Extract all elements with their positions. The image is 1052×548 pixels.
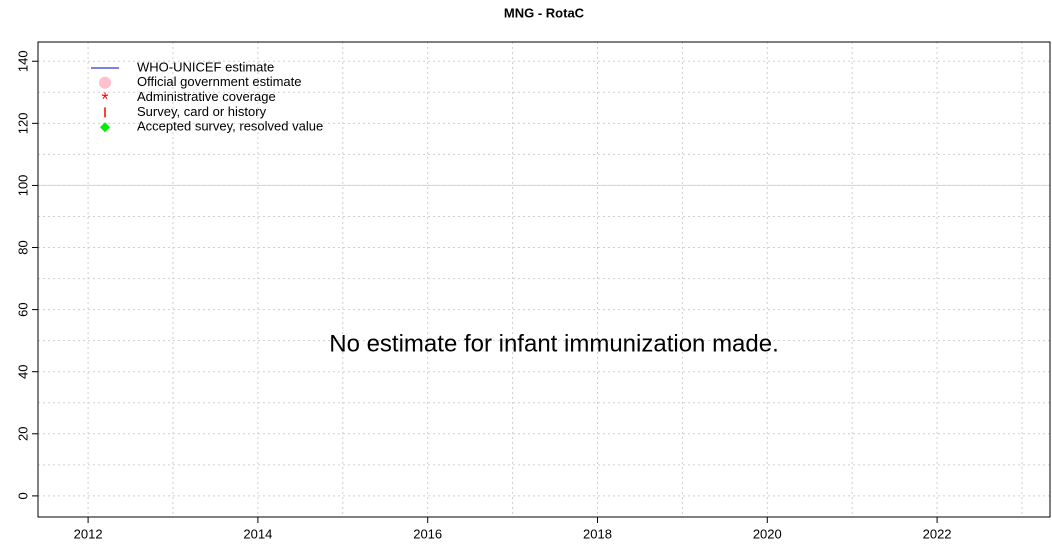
x-tick-label: 2014 [243,526,272,541]
x-tick-label: 2018 [583,526,612,541]
legend-symbol [100,122,110,133]
x-tick-label: 2016 [413,526,442,541]
y-tick-label: 60 [15,302,30,316]
y-tick-label: 100 [15,175,30,197]
legend-label: Administrative coverage [137,89,276,104]
legend-label: Accepted survey, resolved value [137,119,323,134]
legend-label: WHO-UNICEF estimate [137,59,274,74]
y-tick-label: 80 [15,240,30,254]
x-tick-label: 2020 [753,526,782,541]
chart-title: MNG - RotaC [504,5,585,20]
y-tick-label: 140 [15,50,30,72]
x-tick-label: 2022 [923,526,952,541]
y-tick-label: 40 [15,364,30,378]
y-tick-label: 20 [15,427,30,441]
x-tick-label: 2012 [74,526,103,541]
annotation: No estimate for infant immunization made… [329,330,779,357]
plot-frame [37,41,1051,518]
y-tick-label: 120 [15,112,30,134]
legend-label: Survey, card or history [137,104,267,119]
legend-label: Official government estimate [137,74,302,89]
legend-symbol: * [101,89,108,109]
legend-symbol [99,76,111,89]
y-tick-label: 0 [15,492,30,499]
